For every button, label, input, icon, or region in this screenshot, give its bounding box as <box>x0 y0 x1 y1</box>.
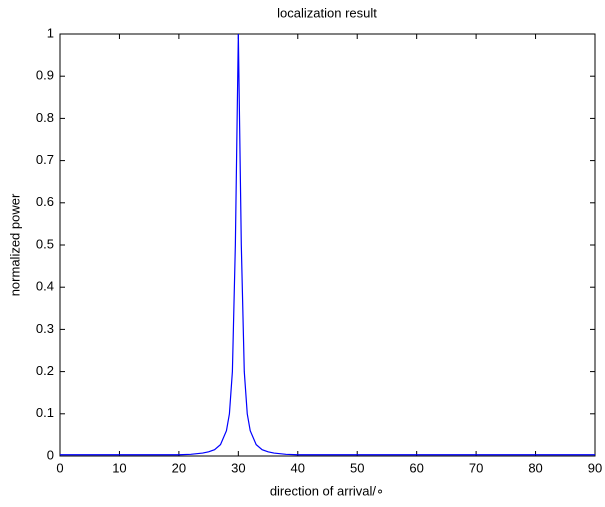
y-tick-label: 0.6 <box>36 194 54 209</box>
chart-title: localization result <box>277 5 377 20</box>
x-tick-label: 20 <box>172 460 186 475</box>
y-tick-label: 1 <box>47 25 54 40</box>
y-tick-label: 0.3 <box>36 321 54 336</box>
y-tick-label: 0.8 <box>36 110 54 125</box>
y-tick-label: 0.4 <box>36 279 54 294</box>
y-tick-label: 0.5 <box>36 236 54 251</box>
plot-frame <box>59 33 596 457</box>
x-tick-label: 70 <box>469 460 483 475</box>
y-tick-label: 0.1 <box>36 405 54 420</box>
x-tick-label: 40 <box>291 460 305 475</box>
x-tick-label: 60 <box>409 460 423 475</box>
x-tick-label: 0 <box>56 460 63 475</box>
x-tick-label: 90 <box>588 460 602 475</box>
y-axis-label: normalized power <box>7 193 22 296</box>
x-tick-label: 30 <box>231 460 245 475</box>
y-tick-label: 0.7 <box>36 152 54 167</box>
x-axis-label: direction of arrival/∘ <box>270 483 384 498</box>
y-tick-label: 0 <box>47 447 54 462</box>
line <box>60 33 595 456</box>
x-tick-label: 10 <box>112 460 126 475</box>
x-tick-label: 50 <box>350 460 364 475</box>
x-tick-label: 80 <box>528 460 542 475</box>
y-tick-label: 0.2 <box>36 363 54 378</box>
y-tick-label: 0.9 <box>36 68 54 83</box>
